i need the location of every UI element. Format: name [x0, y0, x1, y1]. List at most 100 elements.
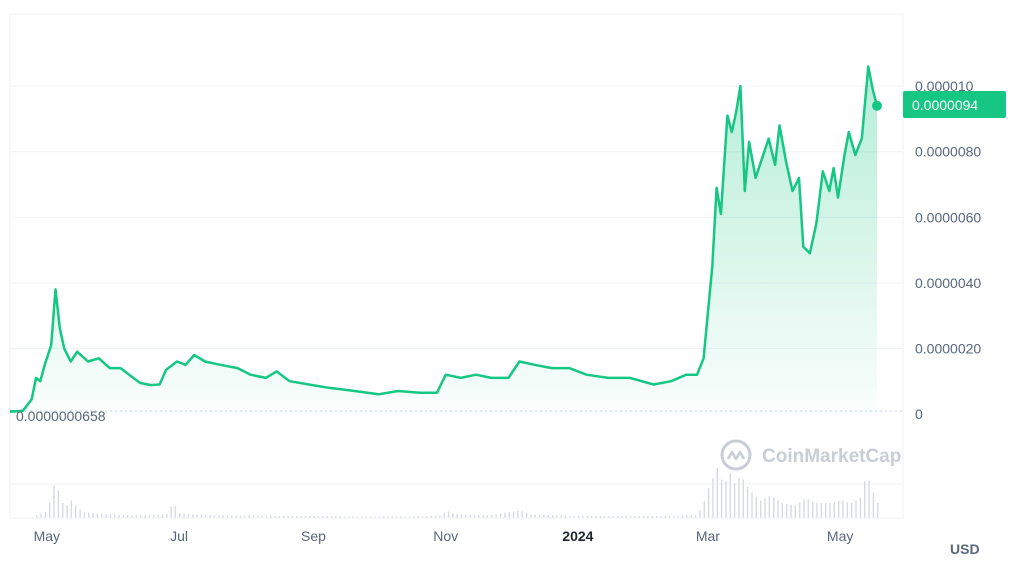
volume-bar: [296, 516, 298, 518]
chart-grid: [9, 13, 903, 518]
volume-bar: [807, 499, 809, 519]
volume-bar: [816, 503, 818, 518]
volume-bar: [647, 516, 649, 518]
volume-bar: [157, 514, 159, 518]
volume-bar: [313, 516, 315, 518]
volume-bar: [764, 498, 766, 518]
volume-bar: [690, 515, 692, 518]
volume-bar: [304, 516, 307, 518]
y-tick-label: 0: [915, 406, 923, 422]
volume-bar: [677, 515, 679, 518]
volume-bar: [40, 513, 42, 518]
volume-bar: [556, 515, 558, 518]
volume-bar: [634, 516, 636, 518]
volume-bar: [534, 514, 536, 518]
volume-bar: [417, 516, 419, 518]
volume-bar: [577, 515, 580, 518]
volume-bar: [560, 515, 562, 518]
volume-bar: [864, 481, 866, 518]
volume-bar: [612, 516, 614, 518]
volume-bar: [447, 511, 450, 518]
x-tick-label: Jul: [170, 528, 188, 544]
x-tick-label: Nov: [433, 528, 458, 544]
volume-bar: [109, 514, 112, 519]
y-tick-label: 0.0000080: [915, 144, 981, 160]
volume-bar: [716, 468, 718, 518]
volume-bar: [616, 516, 619, 518]
current-price-label: 0.0000094: [912, 97, 978, 113]
volume-bar: [421, 516, 424, 518]
volume-bar: [547, 515, 549, 518]
volume-bar: [83, 512, 86, 518]
volume-bar: [846, 502, 849, 518]
volume-bar: [603, 516, 606, 518]
volume-bar: [478, 515, 480, 518]
volume-bar: [183, 513, 185, 518]
volume-bar: [257, 515, 259, 518]
price-area: [10, 66, 877, 414]
volume-bar: [252, 515, 255, 518]
volume-bar: [573, 515, 575, 518]
volume-bar: [400, 516, 402, 518]
volume-bar: [365, 516, 367, 518]
volume-bar: [803, 499, 805, 518]
volume-bar: [192, 514, 194, 518]
volume-bar: [482, 515, 484, 518]
volume-bar: [838, 500, 840, 518]
volume-bar: [621, 516, 623, 518]
volume-histogram: [31, 468, 879, 519]
volume-bar: [668, 515, 671, 518]
volume-bar: [773, 497, 775, 518]
volume-bar: [812, 501, 814, 519]
volume-bar: [348, 516, 350, 518]
volume-bar: [439, 515, 441, 518]
volume-bar: [248, 515, 250, 518]
volume-bar: [70, 500, 73, 518]
volume-bar: [239, 515, 242, 518]
volume-bar: [105, 514, 107, 518]
volume-bar: [829, 502, 831, 518]
volume-bar: [712, 478, 714, 518]
volume-bar: [859, 498, 862, 518]
volume-bar: [339, 516, 341, 518]
x-tick-label: Sep: [301, 528, 326, 544]
volume-bar: [148, 515, 151, 518]
volume-bar: [361, 516, 363, 519]
volume-bar: [608, 516, 610, 518]
volume-bar: [569, 515, 571, 518]
volume-bar: [226, 515, 229, 518]
volume-bar: [586, 515, 588, 518]
volume-bar: [799, 502, 801, 518]
y-tick-label: 0.0000040: [915, 275, 981, 291]
start-price-label: 0.0000000658: [16, 408, 106, 424]
volume-bar: [517, 510, 519, 518]
volume-bar: [44, 512, 47, 518]
volume-bar: [760, 500, 762, 518]
volume-bar: [118, 514, 120, 519]
volume-bar: [395, 516, 398, 518]
volume-bar: [170, 506, 172, 518]
current-price-tag: 0.0000094: [903, 91, 1006, 118]
coinmarketcap-logo-icon: [720, 439, 752, 471]
volume-bar: [205, 514, 207, 518]
volume-bar: [408, 516, 411, 518]
volume-bar: [222, 515, 224, 518]
y-axis-labels: 0 0.0000020 0.0000040 0.0000060 0.0000080 0.0…: [915, 78, 981, 422]
price-line: [9, 65, 879, 413]
volume-bar: [200, 514, 203, 519]
volume-bar: [460, 514, 463, 518]
volume-bar: [551, 515, 554, 518]
volume-bar: [335, 516, 337, 518]
volume-bar: [872, 493, 875, 518]
volume-bar: [153, 514, 155, 518]
volume-bar: [382, 516, 385, 518]
volume-bar: [166, 514, 168, 518]
volume-bar: [291, 516, 294, 518]
volume-bar: [651, 516, 653, 518]
volume-bar: [504, 512, 506, 518]
currency-unit-label: USD: [950, 541, 980, 557]
x-tick-label: May: [34, 528, 60, 544]
volume-bar: [209, 515, 211, 518]
volume-bar: [833, 501, 835, 518]
